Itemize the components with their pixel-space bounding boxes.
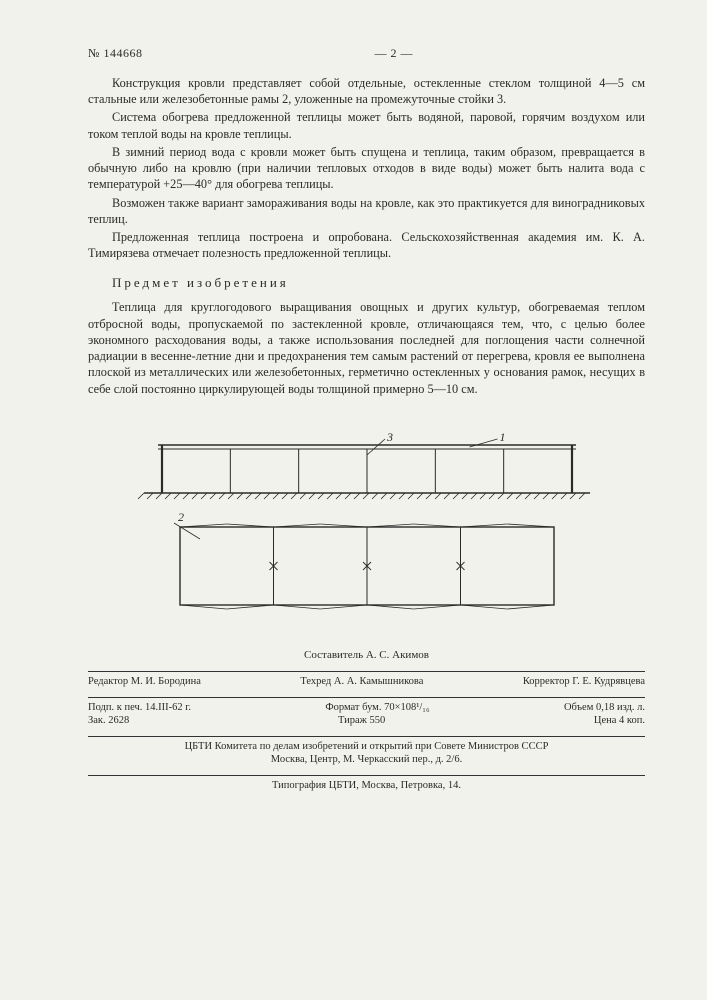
technical-drawing: 3 1 2: [132, 427, 602, 637]
price: Цена 4 коп.: [594, 715, 645, 726]
print-meta-row: Подп. к печ. 14.III-62 г. Формат бум. 70…: [88, 702, 645, 713]
circulation: Тираж 550: [338, 715, 385, 726]
subject-heading: Предмет изобретения: [112, 275, 645, 291]
credits-row: Редактор М. И. Бородина Техред А. А. Кам…: [88, 676, 645, 687]
paragraph: Конструкция кровли представляет собой от…: [88, 75, 645, 107]
svg-text:2: 2: [178, 510, 184, 524]
volume: Объем 0,18 изд. л.: [564, 702, 645, 713]
order-number: Зак. 2628: [88, 715, 129, 726]
divider: [88, 697, 645, 698]
publisher: ЦБТИ Комитета по делам изобретений и отк…: [88, 741, 645, 752]
divider: [88, 671, 645, 672]
editor: Редактор М. И. Бородина: [88, 676, 201, 687]
tech-editor: Техред А. А. Камышникова: [300, 676, 423, 687]
svg-text:3: 3: [386, 430, 393, 444]
claim-text: Теплица для круглогодового выращивания о…: [88, 299, 645, 396]
corrector: Корректор Г. Е. Кудрявцева: [523, 676, 645, 687]
print-date: Подп. к печ. 14.III-62 г.: [88, 702, 191, 713]
paragraph: Предложенная теплица построена и опробов…: [88, 229, 645, 261]
doc-number: № 144668: [88, 46, 142, 61]
paper-format: Формат бум. 70×108¹/₁₆: [325, 702, 429, 713]
print-meta-row: Зак. 2628 Тираж 550 Цена 4 коп.: [88, 715, 645, 726]
divider: [88, 775, 645, 776]
publisher-address: Москва, Центр, М. Черкасский пер., д. 2/…: [88, 754, 645, 765]
compiler-credit: Составитель А. С. Акимов: [88, 649, 645, 661]
page-number: — 2 —: [374, 46, 413, 61]
page-header: № 144668 — 2 —: [88, 46, 645, 61]
svg-text:1: 1: [499, 430, 505, 444]
divider: [88, 736, 645, 737]
paragraph: В зимний период вода с кровли может быть…: [88, 144, 645, 193]
paragraph: Возможен также вариант замораживания вод…: [88, 195, 645, 227]
paragraph: Система обогрева предложенной теплицы мо…: [88, 109, 645, 141]
typography: Типография ЦБТИ, Москва, Петровка, 14.: [88, 780, 645, 791]
